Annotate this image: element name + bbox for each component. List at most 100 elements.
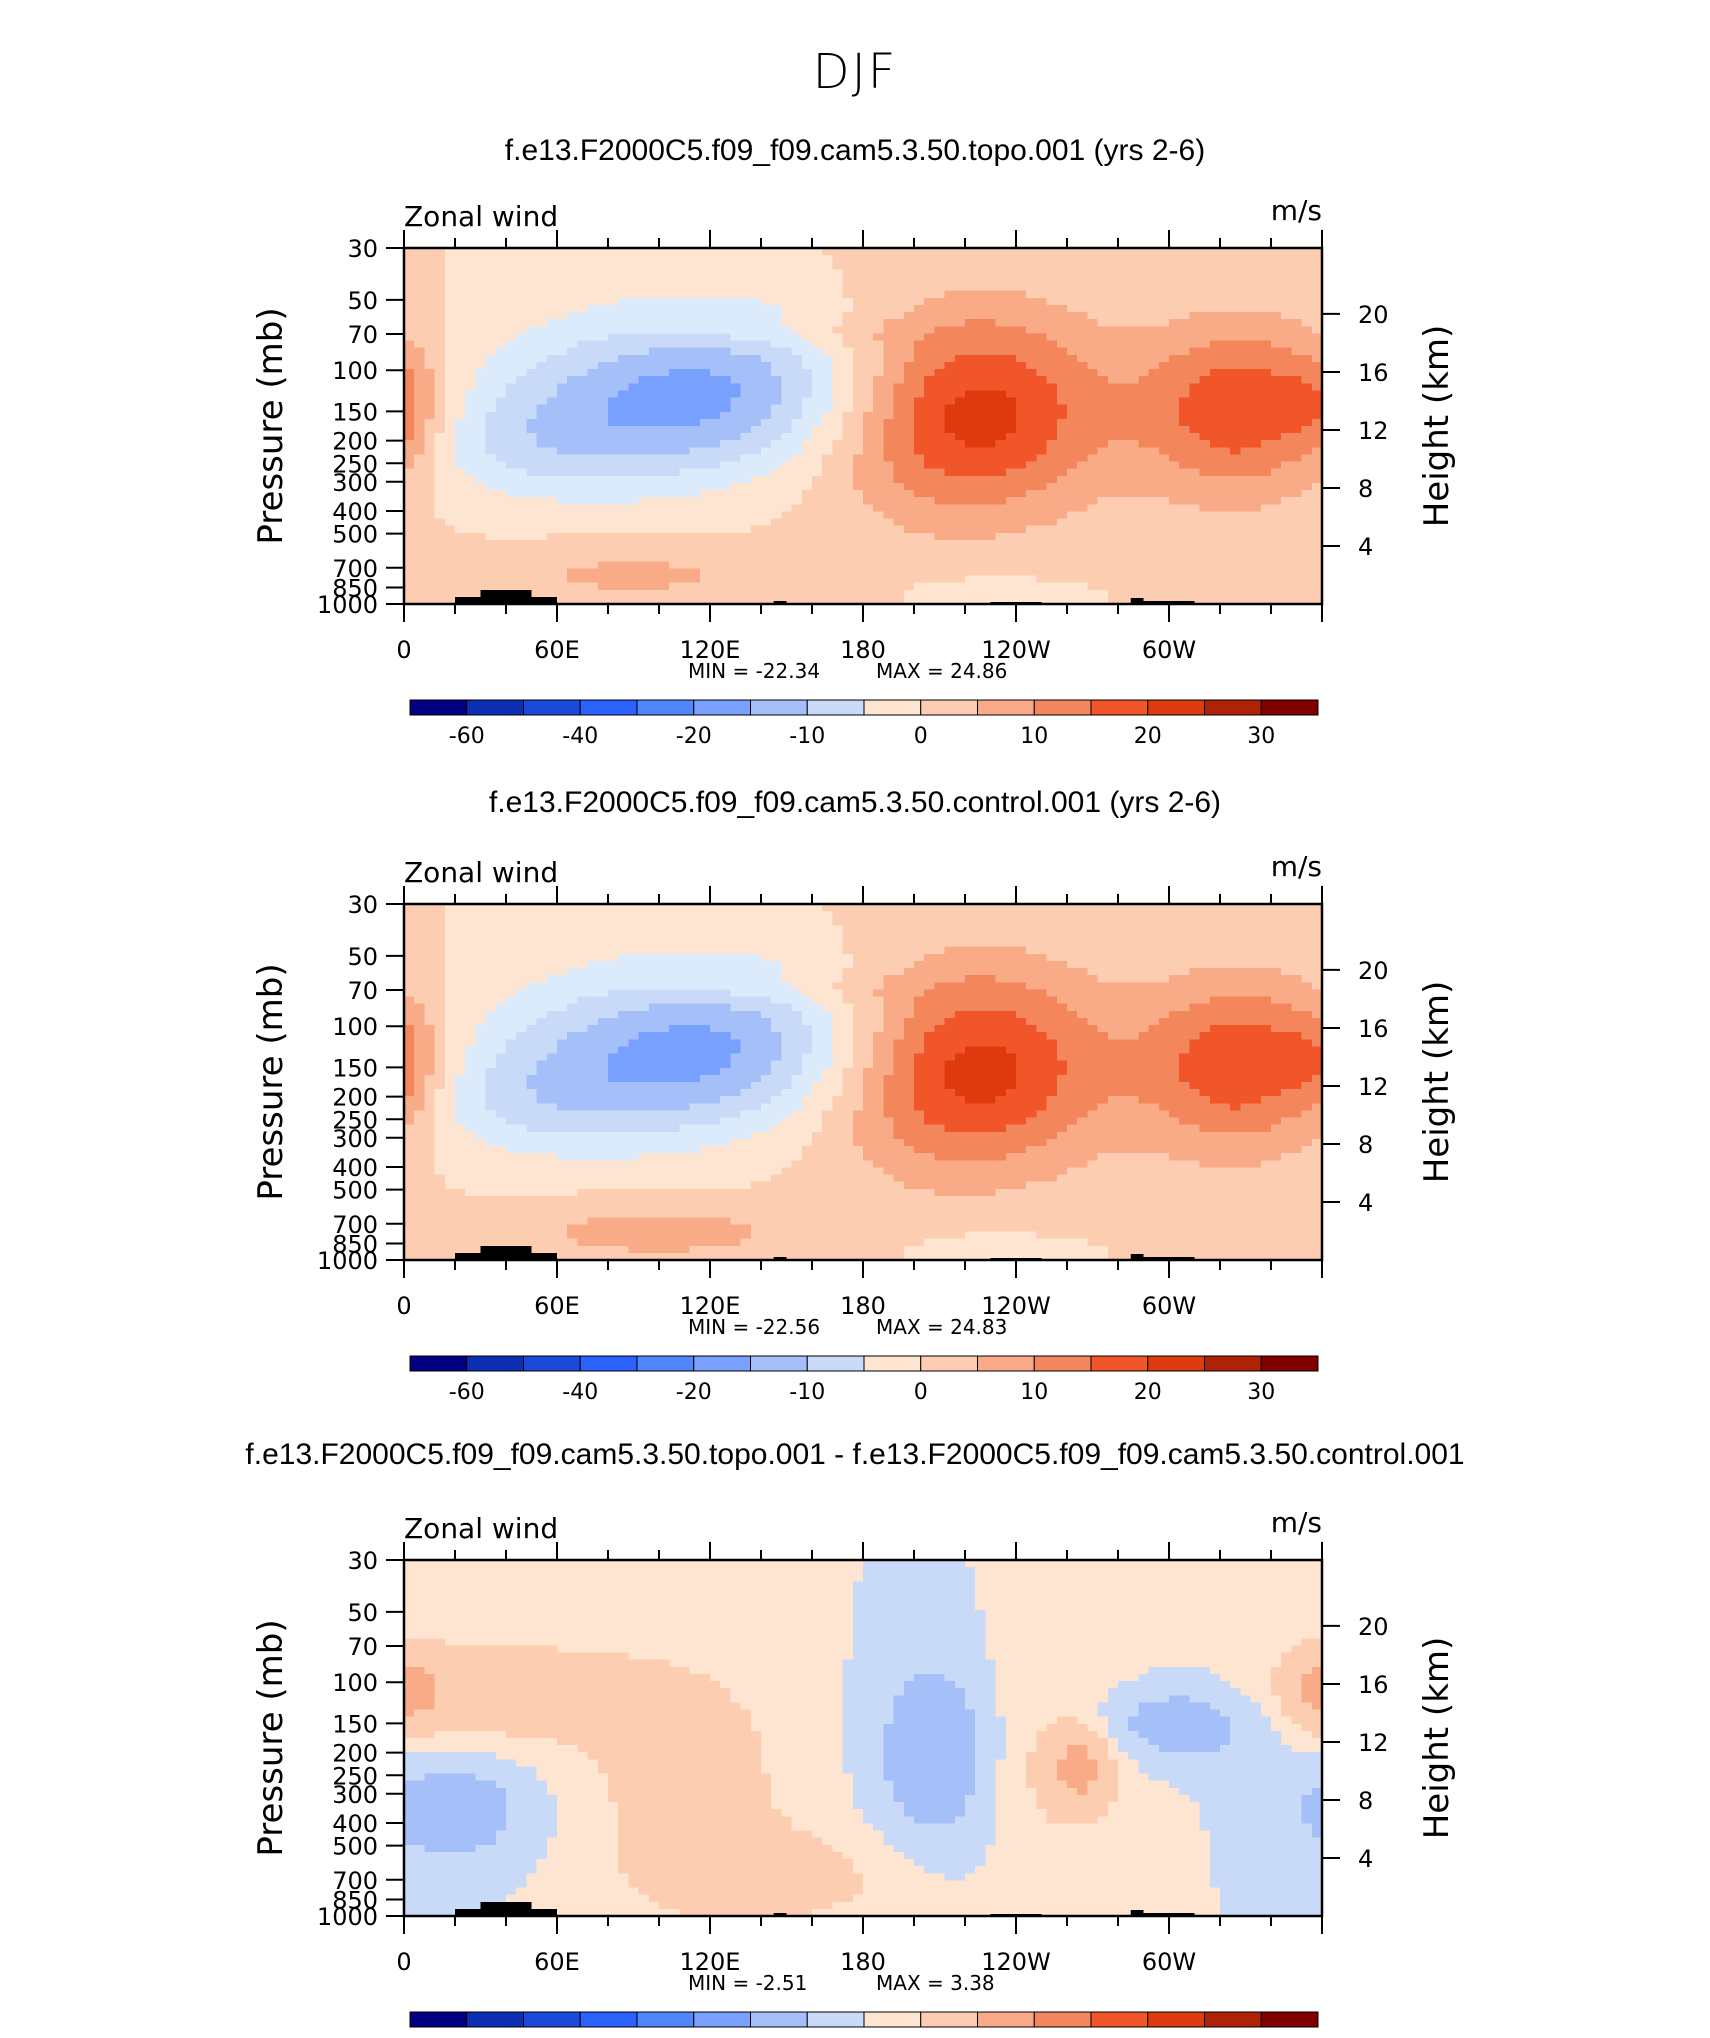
contour-cell bbox=[893, 518, 905, 527]
contour-cell bbox=[1026, 440, 1037, 448]
x-tick-label: 120E bbox=[680, 636, 741, 664]
contour-cell bbox=[903, 347, 915, 356]
contour-cell bbox=[934, 276, 946, 285]
contour-cell bbox=[1097, 468, 1109, 477]
contour-cell bbox=[832, 554, 844, 562]
contour-cell bbox=[526, 369, 538, 377]
contour-cell bbox=[1199, 347, 1211, 356]
contour-cell bbox=[608, 547, 619, 555]
contour-cell bbox=[526, 547, 538, 555]
contour-cell bbox=[424, 369, 436, 377]
contour-cell bbox=[444, 589, 456, 598]
contour-cell bbox=[934, 447, 946, 456]
contour-cell bbox=[546, 547, 558, 555]
contour-cell bbox=[1260, 369, 1272, 377]
contour-cell bbox=[944, 532, 956, 541]
contour-cell bbox=[587, 376, 599, 384]
contour-cell bbox=[434, 1195, 446, 1204]
contour-cell bbox=[1291, 547, 1303, 555]
contour-cell bbox=[771, 347, 782, 356]
contour-cell bbox=[863, 582, 874, 591]
contour-cell bbox=[771, 333, 782, 342]
contour-cell bbox=[1311, 518, 1323, 527]
contour-cell bbox=[832, 511, 844, 520]
contour-cell bbox=[934, 269, 946, 278]
contour-cell bbox=[587, 539, 599, 548]
contour-cell bbox=[546, 589, 558, 598]
contour-cell bbox=[404, 1146, 415, 1154]
contour-cell bbox=[1220, 376, 1231, 384]
contour-cell bbox=[414, 383, 425, 391]
contour-cell bbox=[903, 369, 915, 377]
contour-cell bbox=[1189, 319, 1201, 327]
contour-cell bbox=[1005, 404, 1017, 413]
contour-cell bbox=[1301, 532, 1313, 541]
contour-cell bbox=[506, 554, 517, 562]
contour-cell bbox=[669, 361, 680, 370]
contour-cell bbox=[842, 518, 854, 527]
contour-cell bbox=[1056, 511, 1068, 520]
contour-cell bbox=[771, 568, 782, 577]
contour-cell bbox=[1179, 475, 1190, 484]
contour-cell bbox=[506, 319, 517, 327]
contour-cell bbox=[1271, 504, 1282, 513]
contour-cell bbox=[1107, 283, 1119, 292]
contour-cell bbox=[516, 433, 527, 441]
contour-cell bbox=[1036, 404, 1048, 413]
contour-cell bbox=[730, 525, 742, 534]
contour-cell bbox=[414, 475, 425, 484]
contour-cell bbox=[761, 390, 772, 399]
contour-cell bbox=[414, 1089, 425, 1097]
contour-cell bbox=[546, 525, 558, 534]
contour-cell bbox=[1169, 589, 1180, 598]
contour-cell bbox=[475, 1046, 487, 1055]
contour-cell bbox=[638, 248, 650, 256]
contour-cell bbox=[1056, 404, 1068, 413]
contour-cell bbox=[995, 482, 1007, 491]
contour-cell bbox=[903, 575, 915, 584]
contour-cell bbox=[404, 504, 415, 513]
contour-cell bbox=[1230, 248, 1241, 256]
contour-cell bbox=[618, 269, 629, 278]
contour-cell bbox=[761, 504, 772, 513]
contour-cell bbox=[863, 518, 874, 527]
contour-cell bbox=[516, 454, 527, 463]
contour-cell bbox=[1220, 411, 1231, 420]
contour-cell bbox=[455, 383, 466, 391]
contour-cell bbox=[995, 411, 1007, 420]
contour-cell bbox=[404, 1096, 415, 1104]
contour-cell bbox=[434, 575, 446, 584]
contour-cell bbox=[944, 333, 956, 342]
contour-cell bbox=[924, 547, 935, 555]
contour-cell bbox=[648, 255, 660, 263]
contour-cell bbox=[455, 589, 466, 598]
contour-cell bbox=[954, 518, 966, 527]
contour-cell bbox=[1026, 262, 1037, 270]
contour-cell bbox=[863, 376, 874, 384]
contour-cell bbox=[1056, 262, 1068, 270]
contour-cell bbox=[1118, 554, 1129, 562]
contour-cell bbox=[557, 269, 568, 278]
contour-cell bbox=[1148, 312, 1160, 320]
contour-cell bbox=[455, 440, 466, 448]
contour-cell bbox=[414, 1074, 425, 1083]
contour-cell bbox=[404, 932, 415, 941]
contour-cell bbox=[975, 248, 986, 256]
contour-cell bbox=[914, 376, 925, 384]
contour-cell bbox=[465, 1188, 476, 1197]
contour-cell bbox=[1056, 383, 1068, 391]
contour-cell bbox=[883, 319, 895, 327]
contour-cell bbox=[1169, 404, 1180, 413]
contour-cell bbox=[1107, 290, 1119, 299]
contour-cell bbox=[506, 361, 517, 370]
contour-cell bbox=[914, 497, 925, 505]
contour-cell bbox=[557, 369, 568, 377]
contour-cell bbox=[1148, 596, 1160, 605]
contour-cell bbox=[475, 497, 487, 505]
contour-cell bbox=[852, 433, 864, 441]
contour-cell bbox=[883, 554, 895, 562]
contour-cell bbox=[740, 354, 752, 363]
contour-cell bbox=[750, 333, 762, 342]
contour-cell bbox=[954, 354, 966, 363]
contour-cell bbox=[699, 568, 711, 577]
